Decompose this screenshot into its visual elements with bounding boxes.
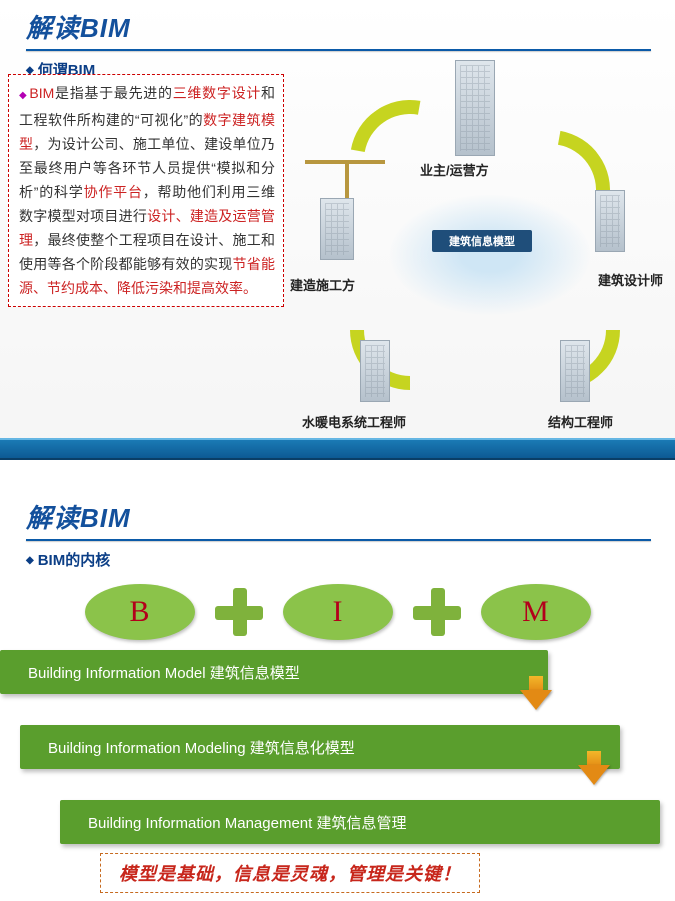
building-icon — [360, 340, 390, 402]
down-arrow-icon — [520, 676, 550, 710]
oval-m: M — [481, 584, 591, 640]
desc-segment: 三维数字设计 — [173, 85, 261, 101]
plus-icon — [413, 588, 461, 636]
node-label: 建筑设计师 — [598, 270, 663, 289]
node-label: 水暖电系统工程师 — [302, 412, 406, 431]
definition-bar: Building Information Management 建筑信息管理 — [60, 800, 660, 844]
conclusion-text: 模型是基础，信息是灵魂，管理是关键！ — [119, 864, 461, 884]
oval-i: I — [283, 584, 393, 640]
building-icon — [560, 340, 590, 402]
oval-b: B — [85, 584, 195, 640]
slide2-title: 解读BIM — [0, 490, 675, 539]
desc-segment: 是指基于最先进的 — [54, 85, 172, 101]
plus-icon — [215, 588, 263, 636]
building-icon — [595, 190, 625, 252]
building-icon — [455, 60, 495, 156]
bim-letters-row: B I M — [0, 584, 675, 640]
description-box: ◆BIM是指基于最先进的三维数字设计和工程软件所构建的“可视化”的数字建筑模型，… — [8, 74, 284, 307]
down-arrow-icon — [578, 751, 608, 785]
building-icon — [320, 198, 354, 260]
node-label: 结构工程师 — [548, 412, 613, 431]
desc-segment: 协作平台 — [84, 184, 143, 200]
bottom-band — [0, 438, 675, 460]
slide-2: 解读BIM BIM的内核 B I M Building Information … — [0, 460, 675, 901]
bim-cycle-diagram: 建筑信息模型 业主/运营方建筑设计师结构工程师水暖电系统工程师建造施工方 — [290, 20, 670, 420]
slide2-subtitle: BIM的内核 — [0, 545, 675, 576]
desc-segment: BIM — [29, 85, 54, 101]
definition-bar: Building Information Modeling 建筑信息化模型 — [20, 725, 620, 769]
node-label: 业主/运营方 — [420, 160, 489, 179]
slide-1: 解读BIM 何谓BIM ◆BIM是指基于最先进的三维数字设计和工程软件所构建的“… — [0, 0, 675, 460]
node-label: 建造施工方 — [290, 275, 355, 294]
bullet-icon: ◆ — [19, 90, 27, 101]
slide2-rule — [26, 539, 651, 541]
definition-bar: Building Information Model 建筑信息模型 — [0, 650, 548, 694]
conclusion-box: 模型是基础，信息是灵魂，管理是关键！ — [100, 853, 480, 893]
description-text: BIM是指基于最先进的三维数字设计和工程软件所构建的“可视化”的数字建筑模型，为… — [19, 85, 275, 296]
